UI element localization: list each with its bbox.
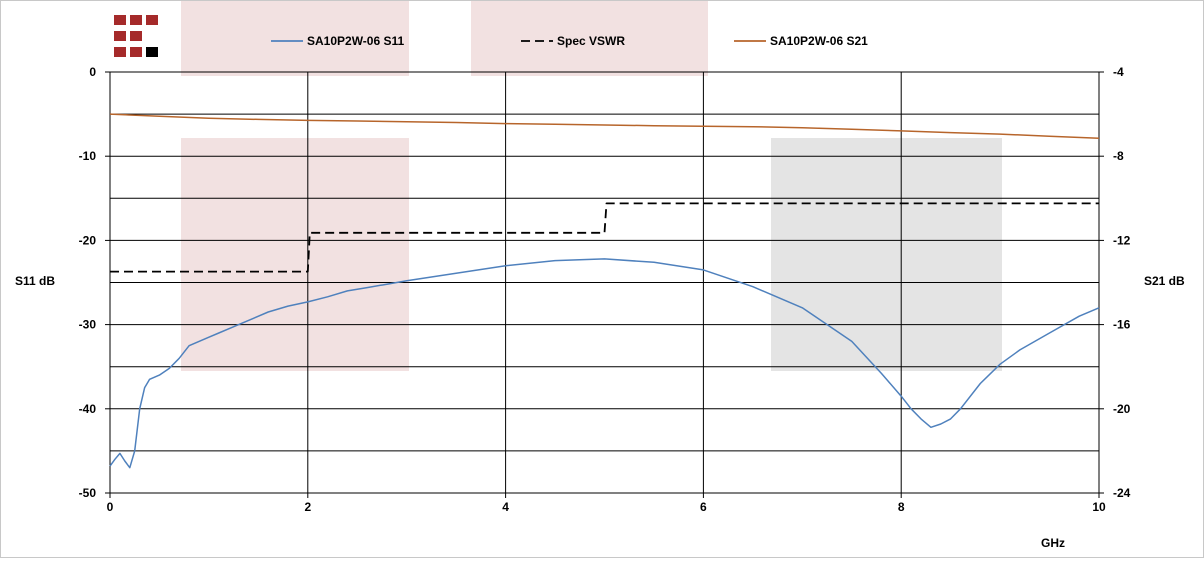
x-tick-label: 2 xyxy=(304,500,311,514)
logo-square-5 xyxy=(130,31,142,41)
logo-square-8 xyxy=(146,47,158,57)
legend-label-2: Spec VSWR xyxy=(557,34,625,48)
legend-label-3: SA10P2W-06 S21 xyxy=(770,34,868,48)
right-tick-label: -12 xyxy=(1113,233,1131,247)
highlight-regions xyxy=(181,1,1002,371)
x-tick-label: 4 xyxy=(502,500,509,514)
x-tick-label: 8 xyxy=(898,500,905,514)
logo-square-4 xyxy=(114,31,126,41)
left-tick-label: -50 xyxy=(79,486,97,500)
right-tick-label: -8 xyxy=(1113,149,1124,163)
x-tick-label: 10 xyxy=(1092,500,1106,514)
company-logo xyxy=(114,15,158,57)
logo-square-2 xyxy=(130,15,142,25)
right-tick-label: -20 xyxy=(1113,402,1131,416)
x-tick-label: 0 xyxy=(107,500,114,514)
logo-square-3 xyxy=(146,15,158,25)
logo-square-6 xyxy=(114,47,126,57)
left-tick-label: -10 xyxy=(79,149,97,163)
left-tick-label: 0 xyxy=(89,65,96,79)
left-tick-label: -30 xyxy=(79,318,97,332)
left-tick-label: -40 xyxy=(79,402,97,416)
x-tick-label: 6 xyxy=(700,500,707,514)
legend: SA10P2W-06 S11 Spec VSWR SA10P2W-06 S21 xyxy=(271,34,868,48)
highlight-region-3 xyxy=(181,138,409,371)
left-tick-label: -20 xyxy=(79,233,97,247)
right-tick-label: -24 xyxy=(1113,486,1131,500)
highlight-region-4 xyxy=(771,138,1002,371)
right-axis-label: S21 dB xyxy=(1144,274,1185,288)
logo-square-7 xyxy=(130,47,142,57)
right-tick-label: -16 xyxy=(1113,318,1131,332)
logo-square-1 xyxy=(114,15,126,25)
series-line-3 xyxy=(110,114,1099,138)
grid-lines xyxy=(110,72,1099,493)
left-axis-label: S11 dB xyxy=(15,274,55,288)
legend-label-1: SA10P2W-06 S11 xyxy=(307,34,404,48)
x-axis-unit-label: GHz xyxy=(1041,536,1065,550)
right-tick-label: -4 xyxy=(1113,65,1124,79)
